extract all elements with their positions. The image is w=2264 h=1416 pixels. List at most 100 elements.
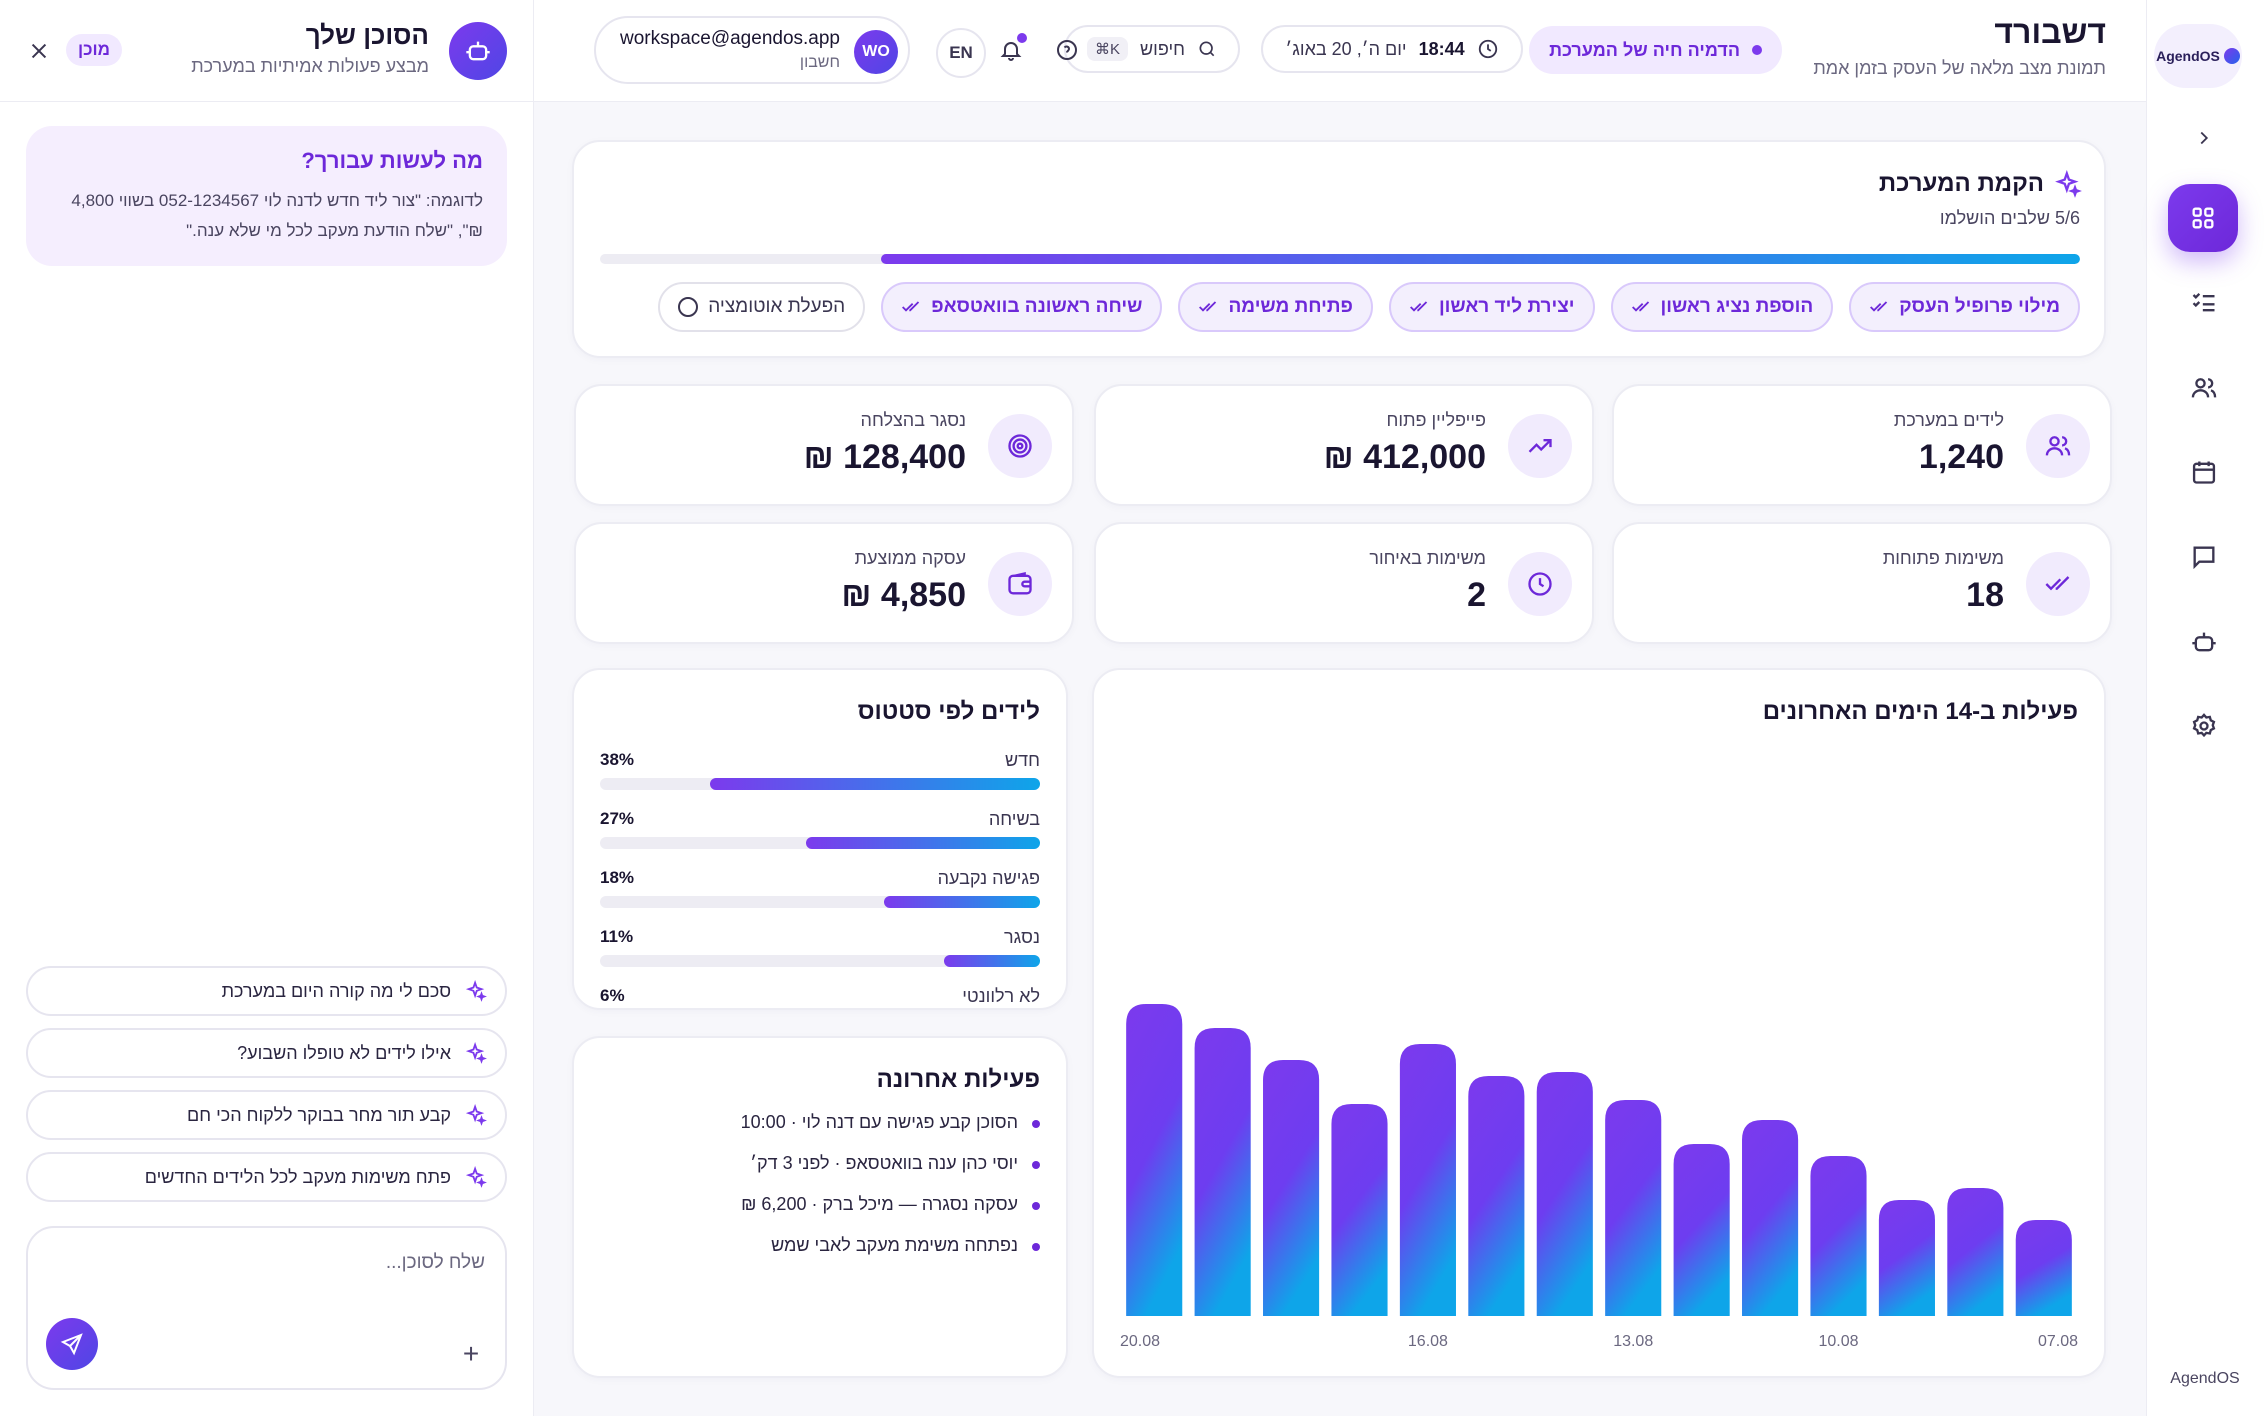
messages-icon[interactable] [2178, 531, 2230, 583]
logo-mark-icon [2223, 48, 2240, 64]
dashboard-nav-button[interactable] [2168, 184, 2238, 252]
agent-bot-avatar-icon [449, 22, 507, 80]
status-percent: 6% [600, 986, 625, 1005]
search-shortcut: ⌘K [1087, 37, 1129, 61]
double-check-icon [901, 297, 921, 317]
chart-bar-11.08 [1742, 1120, 1799, 1316]
current-time: 18:44 [1418, 38, 1465, 59]
sparkles-icon [465, 1166, 487, 1188]
status-row: לא רלוונטי 6% [600, 986, 1040, 1008]
setup-step-3[interactable]: יצירת ליד ראשון [1388, 282, 1595, 332]
setup-step-1[interactable]: מילוי פרופיל העסק [1849, 282, 2080, 332]
status-label: נסגר [1003, 927, 1040, 947]
setup-step-4[interactable]: פתיחת משימה [1178, 282, 1373, 332]
agent-panel: הסוכן שלך מבצע פעולות אמיתיות במערכת מוכ… [0, 0, 534, 1416]
status-label: לא רלוונטי [962, 986, 1040, 1006]
status-bar-fill [805, 837, 1040, 849]
target-icon [988, 414, 1052, 478]
help-icon[interactable] [1047, 30, 1087, 70]
account-email: workspace@agendos.app [620, 28, 840, 49]
calendar-icon[interactable] [2178, 446, 2230, 498]
setup-step-label: הפעלת אוטומציה [708, 296, 846, 317]
chart-bar-14.08 [1536, 1072, 1593, 1316]
status-bar-track [600, 955, 1040, 967]
agent-bot-icon[interactable] [2178, 616, 2230, 668]
recent-activity-title: פעילות אחרונה [876, 1066, 1040, 1093]
close-icon[interactable] [22, 34, 56, 68]
collapse-chevron-icon[interactable] [2178, 112, 2230, 164]
chart-bar-09.08 [1878, 1200, 1935, 1316]
kpi-label: פייפליין פתוח [1386, 410, 1486, 430]
setup-step-label: שיחה ראשונה בוואטסאפ [931, 296, 1143, 317]
setup-progress-bar [600, 254, 2080, 264]
notification-dot [1017, 33, 1027, 43]
setup-step-label: יצירת ליד ראשון [1438, 296, 1575, 317]
suggestion-label: סכם לי מה קורה היום במערכת [221, 980, 451, 1001]
setup-title: הקמת המערכת [1878, 170, 2044, 197]
setup-progress-text: 5/6 שלבים הושלמו [1939, 208, 2080, 228]
app-logo[interactable]: AgendOS [2154, 24, 2242, 88]
kpi-label: משימות באיחור [1369, 548, 1486, 568]
tasks-icon[interactable] [2178, 276, 2230, 328]
account-label: חשבון [799, 54, 840, 71]
x-tick-label: 10.08 [1818, 1333, 1858, 1350]
send-button[interactable] [46, 1318, 98, 1370]
lead-status-card: לידים לפי סטטוס חדש 38% בשיחה 27% פגישה נקבע… [572, 668, 1068, 1010]
x-tick-label: 07.08 [2038, 1333, 2078, 1350]
agent-composer[interactable]: שלח לסוכן... + [26, 1226, 507, 1390]
status-bar-fill [883, 896, 1040, 908]
kpi-value: 18 [1966, 576, 2004, 614]
chart-bar-10.08 [1810, 1156, 1867, 1316]
status-row: חדש 38% [600, 750, 1040, 800]
status-percent: 18% [600, 868, 635, 887]
contacts-icon[interactable] [2178, 362, 2230, 414]
empty-circle-icon [678, 297, 699, 317]
activity-chart-card: פעילות ב-14 הימים האחרונים 07.08 10.08 13.… [1092, 668, 2106, 1378]
status-bar-track [600, 896, 1040, 908]
notifications-bell-icon[interactable] [991, 30, 1031, 70]
status-row: בשיחה 27% [600, 809, 1040, 859]
wallet-icon [988, 552, 1052, 616]
nav-rail: AgendOS AgendOS [2146, 0, 2264, 1416]
suggestion-button[interactable]: סכם לי מה קורה היום במערכת [26, 966, 507, 1016]
kpi-card: משימות באיחור 2 [1094, 522, 1594, 644]
setup-step-5[interactable]: שיחה ראשונה בוואטסאפ [881, 282, 1163, 332]
language-toggle[interactable]: EN [936, 28, 986, 78]
x-tick-label: 16.08 [1408, 1333, 1448, 1350]
status-bar-fill [710, 778, 1040, 790]
suggestion-button[interactable]: קבע תור מחר בבוקר ללקוח הכי חם [26, 1090, 507, 1140]
setup-step-label: הוספת נציג ראשון [1660, 296, 1814, 317]
kpi-label: לידים במערכת [1893, 410, 2004, 430]
activity-item: עסקה נסגרה — מיכל ברק · 6,200 ₪ [741, 1194, 1041, 1235]
suggestion-button[interactable]: פתח משימות מעקב לכל הלידים החדשים [26, 1152, 507, 1202]
double-check-icon [1869, 297, 1889, 317]
chart-bar-12.08 [1673, 1144, 1730, 1316]
lead-status-title: לידים לפי סטטוס [857, 698, 1040, 725]
demo-badge[interactable]: הדמיה חיה של המערכת [1529, 26, 1782, 74]
activity-bar-chart: 07.08 10.08 13.08 16.08 20.08 [1120, 1004, 2078, 1350]
agent-help-card: מה לעשות עבורך? לדוגמה: "צור ליד חדש לדנ… [26, 126, 507, 266]
search-button[interactable]: חיפוש ⌘K [1064, 25, 1240, 73]
activity-item: יוסי כהן ענה בוואטסאפ · לפני 3 דק׳ [741, 1153, 1041, 1194]
chart-bar-20.08 [1126, 1004, 1183, 1316]
suggestion-label: קבע תור מחר בבוקר ללקוח הכי חם [187, 1104, 451, 1125]
account-menu[interactable]: WO workspace@agendos.app חשבון [594, 16, 910, 84]
activity-item: הסוכן קבע פגישה עם דנה לוי · 10:00 [741, 1112, 1041, 1153]
x-tick-label: 13.08 [1613, 1333, 1653, 1350]
composer-input[interactable]: שלח לסוכן... [385, 1252, 485, 1273]
status-label: חדש [1005, 750, 1040, 770]
kpi-card: לידים במערכת 1,240 [1612, 384, 2112, 506]
status-percent: 38% [600, 750, 635, 769]
kpi-label: משימות פתוחות [1882, 548, 2004, 568]
double-check-icon [1409, 297, 1429, 317]
setup-step-2[interactable]: הוספת נציג ראשון [1610, 282, 1834, 332]
date-time-display: 18:44 יום ה׳, 20 באוג׳ [1261, 25, 1523, 73]
kpi-label: עסקה ממוצעת [854, 548, 966, 568]
agent-subtitle: מבצע פעולות אמיתיות במערכת [191, 56, 429, 76]
settings-gear-icon[interactable] [2178, 700, 2230, 752]
suggestion-button[interactable]: אילו לידים לא טופלו השבוע? [26, 1028, 507, 1078]
setup-step-6[interactable]: הפעלת אוטומציה [658, 282, 866, 332]
users-icon [2026, 414, 2090, 478]
attach-plus-icon[interactable]: + [462, 1338, 480, 1369]
avatar: WO [854, 30, 898, 74]
